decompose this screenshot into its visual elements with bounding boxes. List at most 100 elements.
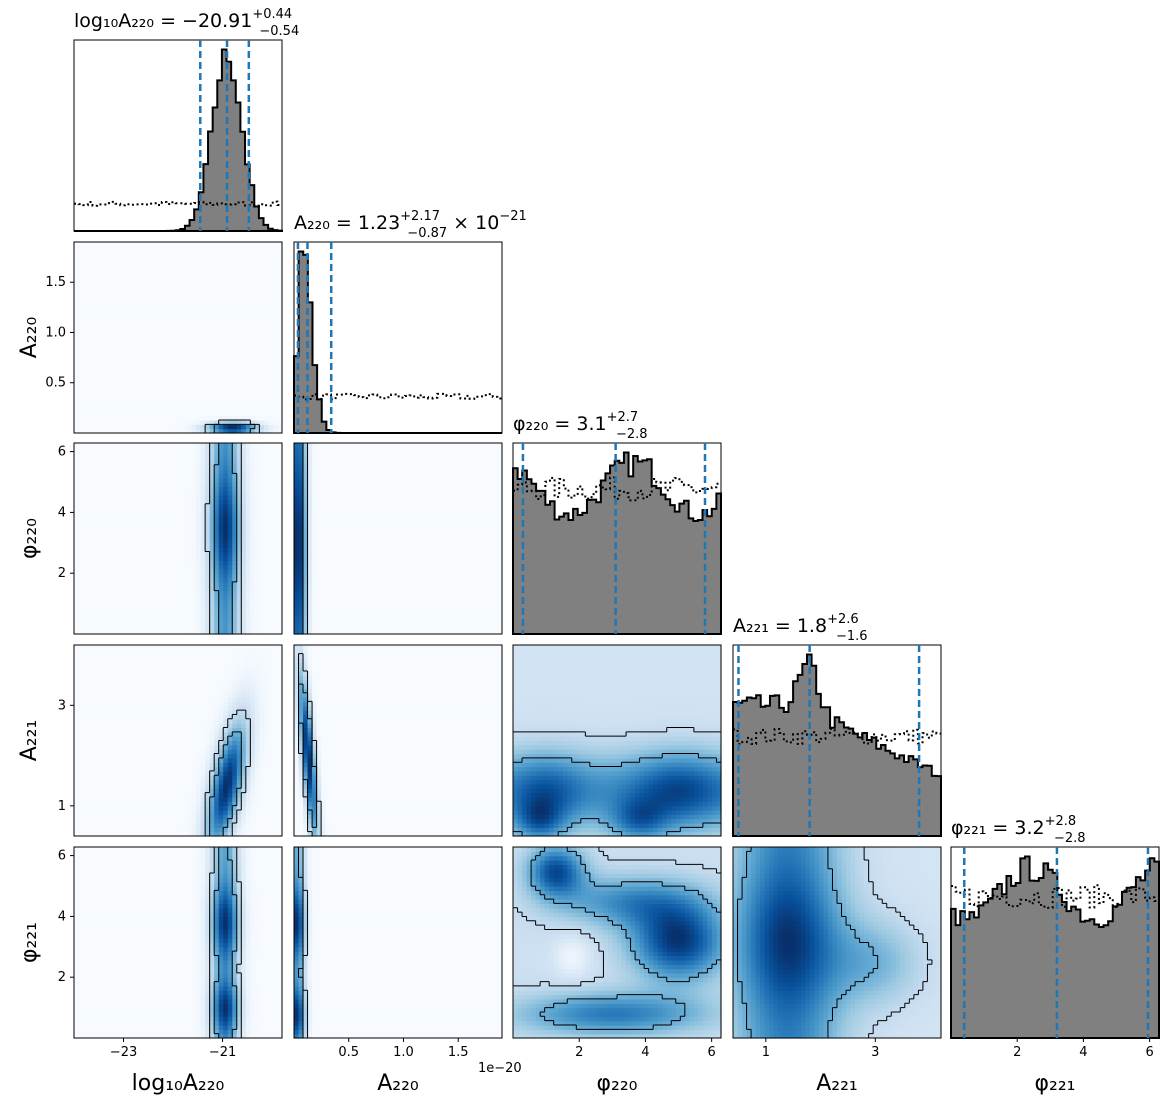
density-cell <box>119 543 124 548</box>
density-cell <box>128 578 133 583</box>
density-cell <box>192 298 197 303</box>
density-cell <box>146 478 151 483</box>
density-cell <box>389 591 394 596</box>
density-cell <box>155 320 160 325</box>
density-cell <box>119 390 124 395</box>
density-cell <box>484 608 489 613</box>
density-cell <box>214 525 219 530</box>
density-cell <box>461 595 466 600</box>
density-cell <box>119 338 124 343</box>
density-cell <box>119 359 124 364</box>
density-cell <box>259 530 264 535</box>
density-cell <box>384 565 389 570</box>
panel-frame <box>294 242 502 433</box>
density-cell <box>160 591 165 596</box>
density-cell <box>183 372 188 377</box>
density-cell <box>344 547 349 552</box>
density-cell <box>210 368 215 373</box>
density-cell <box>183 599 188 604</box>
density-cell <box>241 272 246 277</box>
density-cell <box>246 290 251 295</box>
density-cell <box>101 385 106 390</box>
density-cell <box>187 368 192 373</box>
density-cell <box>187 617 192 622</box>
density-cell <box>393 612 398 617</box>
density-cell <box>133 469 138 474</box>
density-cell <box>457 552 462 557</box>
density-cell <box>448 599 453 604</box>
density-cell <box>106 530 111 535</box>
density-cell <box>119 290 124 295</box>
density-cell <box>88 495 93 500</box>
density-cell <box>326 599 331 604</box>
density-cell <box>97 277 102 282</box>
density-cell <box>317 578 322 583</box>
density-cell <box>79 251 84 256</box>
density-cell <box>74 411 79 416</box>
density-cell <box>137 303 142 308</box>
density-cell <box>137 255 142 260</box>
density-cell <box>187 394 192 399</box>
density-cell <box>321 552 326 557</box>
density-cell <box>124 478 129 483</box>
density-cell <box>124 578 129 583</box>
density-cell <box>439 608 444 613</box>
density-cell <box>151 621 156 626</box>
density-cell <box>83 307 88 312</box>
density-cell <box>205 264 210 269</box>
density-cell <box>196 625 201 630</box>
density-cell <box>268 469 273 474</box>
density-cell <box>79 338 84 343</box>
density-cell <box>223 311 228 316</box>
density-cell <box>151 473 156 478</box>
density-cell <box>201 599 206 604</box>
density-cell <box>106 569 111 574</box>
density-cell <box>475 604 480 609</box>
density-cell <box>115 407 120 412</box>
density-cell <box>237 277 242 282</box>
density-cell <box>97 499 102 504</box>
density-cell <box>183 534 188 539</box>
density-cell <box>110 294 115 299</box>
density-cell <box>246 460 251 465</box>
density-cell <box>178 556 183 561</box>
density-cell <box>273 390 278 395</box>
density-cell <box>155 372 160 377</box>
density-cell <box>246 398 251 403</box>
density-cell <box>393 586 398 591</box>
density-cell <box>151 316 156 321</box>
density-cell <box>169 512 174 517</box>
density-cell <box>79 272 84 277</box>
density-cell <box>371 578 376 583</box>
density-cell <box>223 530 228 535</box>
density-cell <box>205 407 210 412</box>
density-cell <box>259 547 264 552</box>
density-cell <box>250 499 255 504</box>
density-cell <box>219 543 224 548</box>
density-cell <box>137 478 142 483</box>
density-cell <box>128 556 133 561</box>
density-cell <box>228 508 233 513</box>
density-cell <box>273 525 278 530</box>
density-cell <box>97 491 102 496</box>
density-cell <box>412 591 417 596</box>
density-cell <box>79 364 84 369</box>
density-cell <box>214 268 219 273</box>
density-cell <box>228 251 233 256</box>
density-cell <box>223 486 228 491</box>
density-cell <box>259 499 264 504</box>
density-cell <box>146 586 151 591</box>
density-cell <box>219 385 224 390</box>
density-cell <box>137 420 142 425</box>
density-cell <box>268 452 273 457</box>
density-cell <box>228 491 233 496</box>
density-cell <box>97 420 102 425</box>
density-cell <box>106 346 111 351</box>
density-cell <box>173 311 178 316</box>
density-cell <box>241 547 246 552</box>
density-cell <box>398 586 403 591</box>
density-cell <box>88 303 93 308</box>
density-cell <box>173 504 178 509</box>
density-cell <box>92 517 97 522</box>
density-cell <box>119 560 124 565</box>
